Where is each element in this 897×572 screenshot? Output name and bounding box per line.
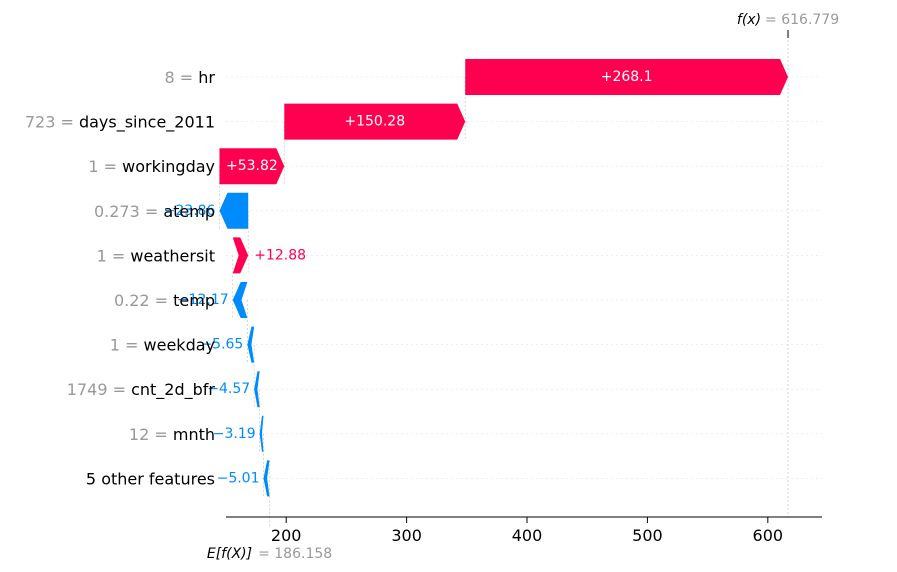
feature-label: 5 other features — [86, 469, 215, 488]
equals-sign: = — [150, 291, 174, 310]
grid-layer — [219, 30, 822, 527]
feature-label: 0.22 = temp — [114, 291, 215, 310]
bar-cnt_2d_bfr — [254, 371, 260, 408]
bar-value-label: −12.17 — [177, 292, 229, 308]
feature-label: 1 = weekday — [110, 335, 215, 354]
bar-value-label: −23.86 — [164, 203, 216, 219]
feature-name: hr — [198, 68, 215, 87]
feature-label: 1 = weathersit — [97, 246, 215, 265]
equals-sign: = — [107, 246, 131, 265]
bar-workingday — [219, 148, 285, 185]
feature-name: days_since_2011 — [79, 112, 215, 132]
feature-name: workingday — [122, 157, 215, 176]
bar-value-label: −4.57 — [207, 381, 250, 397]
equals-sign: = — [175, 68, 199, 87]
feature-label: 1749 = cnt_2d_bfr — [67, 380, 216, 400]
output-value-label: f(x) — [737, 12, 761, 28]
bar-5-other-features — [263, 460, 270, 497]
equals-sign: = — [140, 201, 164, 220]
feature-name: 5 other features — [86, 469, 215, 488]
feature-value: 12 — [129, 424, 149, 443]
equals-sign: = — [99, 157, 123, 176]
feature-name: weekday — [144, 335, 215, 354]
feature-value: 1 — [97, 246, 107, 265]
bars-layer — [219, 59, 789, 497]
feature-value: 1749 — [67, 380, 108, 399]
equals-sign: = — [149, 424, 173, 443]
x-tick-label: 300 — [391, 526, 422, 545]
output-value-annotation: f(x) = 616.779 — [737, 12, 839, 28]
feature-name: atemp — [163, 201, 215, 220]
bar-value-label: +53.82 — [226, 158, 278, 174]
feature-label: 8 = hr — [165, 68, 216, 87]
feature-label: 1 = workingday — [88, 157, 215, 176]
x-tick-label: 600 — [753, 526, 784, 545]
feature-name: temp — [173, 291, 215, 310]
bar-days_since_2011 — [284, 103, 466, 140]
base-value-label: E[f(X)] — [207, 546, 252, 562]
feature-value: 723 — [25, 112, 56, 131]
bar-mnth — [259, 415, 264, 452]
x-tick-label: 400 — [512, 526, 543, 545]
feature-value: 1 — [110, 335, 120, 354]
feature-label: 12 = mnth — [129, 424, 215, 443]
x-tick-label: 500 — [632, 526, 663, 545]
bar-hr — [465, 59, 789, 95]
equals-sign: = — [55, 112, 79, 131]
bar-value-label: +12.88 — [254, 247, 306, 263]
feature-value: 1 — [88, 157, 98, 176]
feature-name: weathersit — [130, 246, 215, 265]
x-tick-label: 200 — [271, 526, 302, 545]
feature-label: 723 = days_since_2011 — [25, 112, 215, 132]
bar-temp — [232, 282, 248, 318]
bar-value-label: +268.1 — [601, 69, 653, 85]
base-value-annotation: E[f(X)] = 186.158 — [207, 546, 332, 562]
bar-value-label: +150.28 — [344, 114, 405, 130]
feature-value: 0.22 — [114, 291, 150, 310]
feature-name: mnth — [173, 424, 215, 443]
feature-label: 0.273 = atemp — [94, 201, 215, 220]
bar-value-label: −5.65 — [200, 337, 243, 353]
feature-name: cnt_2d_bfr — [131, 380, 215, 400]
equals-sign: = — [108, 380, 132, 399]
bar-value-label: −3.19 — [213, 426, 256, 442]
equals-sign: = — [120, 335, 144, 354]
output-value-text: = 616.779 — [765, 12, 839, 28]
bar-atemp — [219, 192, 249, 229]
feature-value: 8 — [165, 68, 175, 87]
labels-layer: +268.1 8 = hr +150.28 723 = days_since_2011… — [25, 68, 653, 488]
base-value-text: = 186.158 — [258, 546, 332, 562]
bar-value-label: −5.01 — [217, 470, 260, 486]
bar-weathersit — [232, 237, 249, 274]
feature-value: 0.273 — [94, 201, 140, 220]
x-axis: 200 300 400 500 600 E[f(X)] = 186.158 f(x) = 616… — [207, 12, 839, 562]
bar-weekday — [247, 326, 255, 363]
